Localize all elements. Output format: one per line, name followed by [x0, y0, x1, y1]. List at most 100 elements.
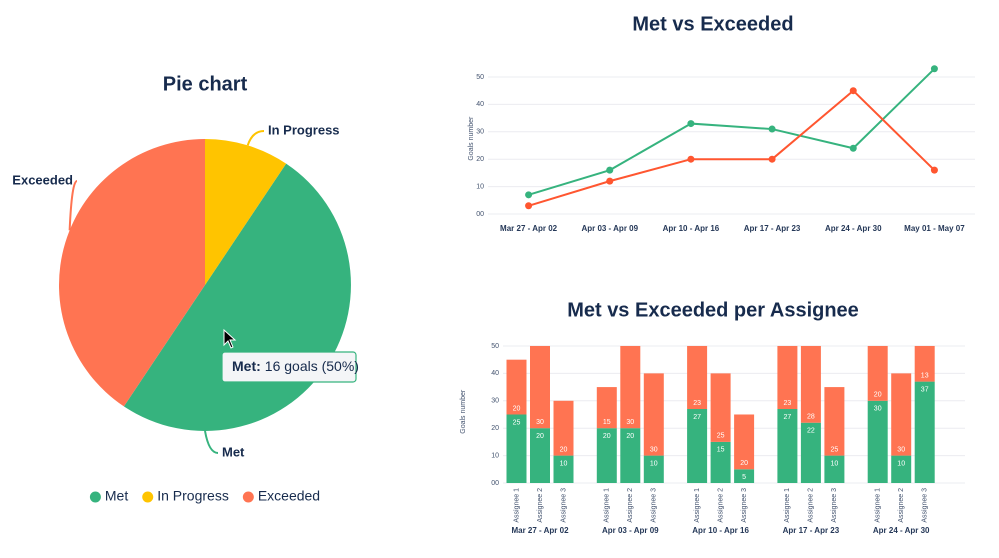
bar-segment [643, 455, 664, 483]
bar-segment [734, 414, 755, 470]
y-tick-label: 10 [476, 183, 484, 190]
data-label: 30 [626, 419, 634, 426]
line-point [687, 155, 695, 163]
x-tick-label: Apr 10 - Apr 16 [663, 224, 720, 233]
data-label: 30 [536, 419, 544, 426]
bar-segment [643, 373, 664, 456]
y-tick-label: 20 [491, 425, 499, 432]
data-label: 20 [874, 392, 882, 399]
legend-label: In Progress [157, 488, 229, 504]
tooltip-label: Met: [232, 358, 261, 374]
chart-title: Met vs Exceeded per Assignee [567, 299, 859, 321]
cursor [223, 328, 237, 349]
label-connector [246, 130, 265, 146]
x-tick-label: Assignee 1 [694, 488, 701, 523]
legend-label: Met [105, 488, 128, 504]
line [528, 89, 936, 207]
data-label: 25 [831, 446, 839, 453]
x-tick-label: Mar 27 - Apr 02 [500, 224, 558, 233]
bar-segment [687, 345, 708, 410]
x-tick-label: Assignee 1 [513, 488, 520, 523]
data-label: 10 [831, 460, 839, 467]
data-label: 20 [740, 460, 748, 467]
y-tick-label: 20 [476, 156, 484, 163]
x-tick-label: Apr 17 - Apr 23 [744, 224, 801, 233]
data-label: 23 [784, 400, 792, 407]
x-tick-label: Assignee 3 [741, 488, 748, 523]
bar-segment [620, 345, 641, 429]
x-tick-label: Assignee 1 [604, 488, 611, 523]
group-label: Mar 27 - Apr 02 [511, 526, 569, 535]
line-point [606, 166, 614, 174]
line-point [930, 65, 938, 73]
data-label: 25 [513, 419, 521, 426]
y-tick-label: 40 [476, 101, 484, 108]
data-label: 15 [603, 419, 611, 426]
bar-segment [687, 409, 708, 483]
y-tick-label: 30 [476, 129, 484, 136]
data-label: 13 [921, 372, 929, 379]
pie-slice [58, 139, 205, 407]
chart-title: Pie chart [163, 73, 248, 95]
bar-segment [867, 400, 888, 483]
y-tick-label: 50 [491, 343, 499, 350]
y-axis-title: Goals number [460, 389, 467, 434]
line-point [525, 191, 533, 199]
data-label: 30 [650, 446, 658, 453]
data-label: 30 [897, 446, 905, 453]
data-label: 25 [717, 433, 725, 440]
pie-slice [205, 139, 287, 285]
x-tick-label: Assignee 2 [717, 488, 724, 523]
bar-segment [891, 373, 912, 456]
data-label: 20 [560, 446, 568, 453]
bar-segment [914, 345, 935, 382]
bar-segment [530, 345, 550, 429]
bar-segment [914, 381, 935, 483]
label-connector [68, 180, 78, 231]
data-label: 27 [693, 414, 701, 421]
line-point [687, 120, 695, 128]
bar-segment [620, 428, 641, 483]
bar-segment [824, 387, 845, 456]
data-label: 27 [784, 414, 792, 421]
group-label: Apr 17 - Apr 23 [783, 526, 840, 535]
bar-segment [710, 373, 731, 442]
y-tick-label: 30 [491, 398, 499, 405]
x-tick-label: Assignee 3 [922, 488, 929, 523]
y-tick-label: 10 [491, 452, 499, 459]
data-label: 20 [626, 433, 634, 440]
bar-segment [553, 455, 574, 483]
x-tick-label: Apr 03 - Apr 09 [581, 224, 638, 233]
y-axis-title: Goals number [468, 116, 475, 161]
line-point [768, 125, 776, 133]
line-point [606, 177, 614, 185]
bar-segment [824, 455, 845, 483]
data-label: 20 [536, 433, 544, 440]
data-label: 10 [650, 460, 658, 467]
legend-marker [242, 491, 254, 503]
line-point [849, 87, 857, 95]
bar-segment [506, 359, 527, 415]
legend-marker [142, 491, 154, 503]
line [528, 68, 936, 196]
x-tick-label: Apr 24 - Apr 30 [825, 224, 882, 233]
data-label: 28 [807, 414, 815, 421]
x-tick-label: Assignee 3 [831, 488, 838, 523]
group-label: Apr 10 - Apr 16 [692, 526, 749, 535]
x-tick-label: Assignee 1 [784, 488, 791, 523]
bar-segment [596, 387, 617, 429]
data-label: 15 [717, 447, 725, 454]
line-point [768, 155, 776, 163]
bar-segment [596, 428, 617, 483]
y-tick-label: 00 [491, 480, 499, 487]
bar-segment [777, 409, 798, 483]
chart-title: Met vs Exceeded [632, 13, 793, 35]
slice-label: In Progress [268, 122, 340, 137]
legend-marker [89, 491, 101, 503]
bar-segment [800, 422, 821, 483]
bar-segment [800, 345, 821, 423]
y-tick-label: 40 [491, 370, 499, 377]
x-tick-label: Assignee 2 [898, 488, 905, 523]
data-label: 22 [807, 428, 815, 435]
data-label: 23 [693, 400, 701, 407]
